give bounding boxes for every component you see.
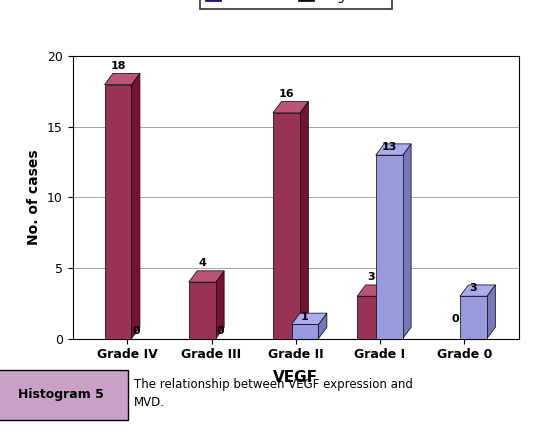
Text: The relationship between VEGF expression and
MVD.: The relationship between VEGF expression… [134,378,413,409]
Text: 0: 0 [217,326,224,336]
Bar [357,296,384,339]
Text: 0: 0 [451,314,459,325]
X-axis label: VEGF: VEGF [273,370,318,385]
Text: 13: 13 [382,142,397,152]
Polygon shape [291,313,327,325]
Text: 16: 16 [278,89,294,99]
Polygon shape [319,313,327,339]
Text: 0: 0 [133,326,141,336]
Bar [376,155,403,339]
FancyBboxPatch shape [0,370,128,420]
Text: 4: 4 [198,258,206,268]
Bar [189,282,216,339]
Polygon shape [216,271,224,339]
Legend: Low MVD, High MVD: Low MVD, High MVD [200,0,392,9]
Polygon shape [376,144,411,155]
Bar [273,113,300,339]
Text: 18: 18 [110,60,126,71]
Text: 3: 3 [470,283,477,293]
Bar [104,85,132,339]
Text: 3: 3 [367,272,374,282]
Polygon shape [487,285,496,339]
Polygon shape [104,73,140,85]
Polygon shape [132,73,140,339]
Polygon shape [189,271,224,282]
Y-axis label: No. of cases: No. of cases [27,150,41,245]
Polygon shape [384,285,393,339]
Text: Histogram 5: Histogram 5 [18,388,104,401]
Polygon shape [357,285,393,296]
Bar [291,325,319,339]
Polygon shape [460,285,496,296]
Text: 1: 1 [301,312,309,322]
Polygon shape [300,102,309,339]
Polygon shape [403,144,411,339]
Bar [460,296,487,339]
Polygon shape [273,102,309,113]
